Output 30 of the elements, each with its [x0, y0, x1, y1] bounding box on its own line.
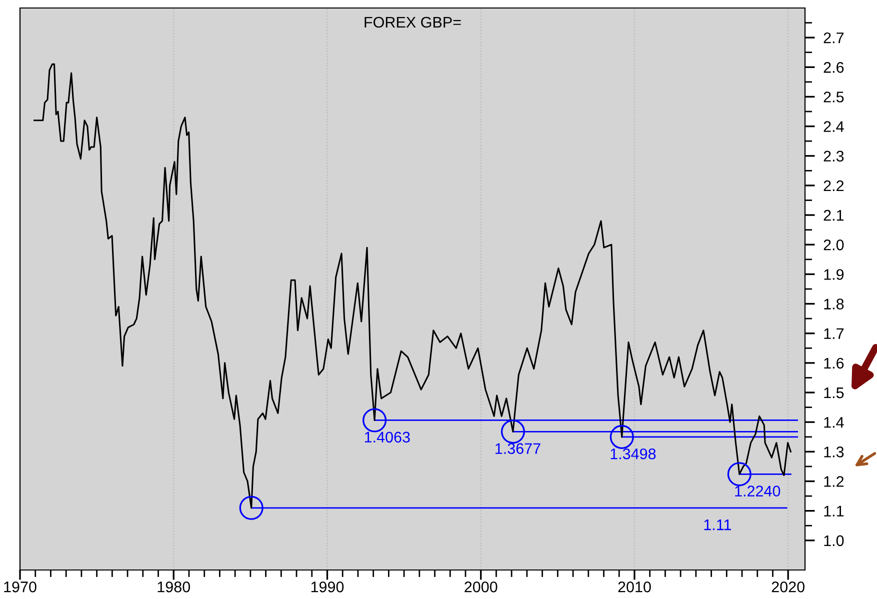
x-tick-label: 2000 — [464, 582, 498, 592]
annotation: 1.3498 — [610, 448, 656, 460]
y-tick-label: 1.6 — [824, 358, 844, 369]
x-tick-label: 2020 — [772, 582, 804, 592]
y-tick-label: 2.6 — [824, 62, 844, 73]
y-tick-label: 2.3 — [824, 150, 844, 162]
y-tick-label: 1.9 — [824, 269, 844, 280]
y-tick-label: 1.8 — [824, 298, 844, 310]
chart-title: FOREX GBP= — [364, 16, 461, 28]
y-tick-label: 1.4 — [824, 417, 844, 428]
y-tick-label: 1.1 — [824, 506, 844, 516]
annotation: 1.2240 — [735, 486, 780, 496]
y-tick-label: 2.5 — [824, 92, 844, 102]
annotation: 1.3677 — [496, 443, 540, 454]
y-tick-label: 2.2 — [824, 180, 844, 192]
y-tick-label: 1.0 — [824, 535, 844, 546]
annotation: 1.11 — [704, 520, 731, 530]
y-tick-label: 2.7 — [824, 32, 844, 44]
y-tick-label: 1.2 — [824, 476, 844, 487]
x-tick-label: 1970 — [4, 582, 36, 592]
y-tick-label: 2.4 — [824, 121, 844, 132]
x-tick-label: 1990 — [311, 582, 344, 592]
x-tick-label: 1980 — [158, 582, 190, 592]
y-tick-label: 2.0 — [824, 240, 844, 250]
annotation: 1.4063 — [364, 432, 410, 443]
x-tick-label: 2010 — [618, 582, 651, 592]
y-tick-label: 1.5 — [824, 388, 844, 398]
y-tick-label: 2.1 — [824, 210, 844, 221]
y-tick-label: 1.7 — [824, 328, 844, 339]
y-tick-label: 1.3 — [824, 446, 844, 458]
